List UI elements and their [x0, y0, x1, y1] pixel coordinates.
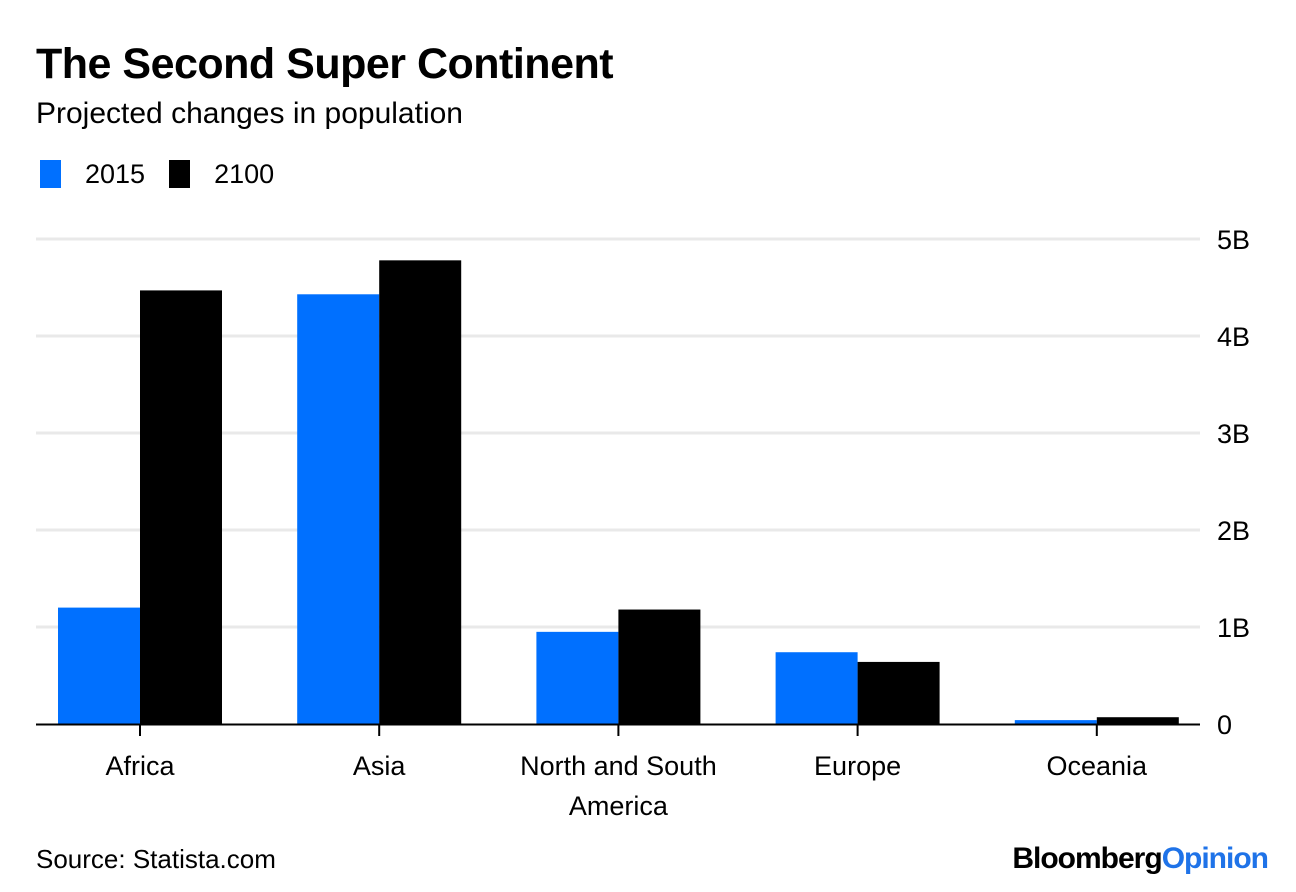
bar-europe-2100	[857, 661, 940, 724]
y-tick-label: 1B	[1217, 613, 1250, 643]
bar-oceania-2015	[1014, 720, 1097, 724]
bars	[58, 260, 1179, 724]
source-note: Source: Statista.com	[36, 844, 276, 874]
chart-title: The Second Super Continent	[36, 40, 614, 88]
x-axis-category-labels: Africa Asia North and South America Europe Oc…	[105, 751, 1148, 821]
bar-oceania-2100	[1096, 717, 1179, 724]
x-category-label: Oceania	[1047, 751, 1149, 781]
legend-label-2100: 2100	[214, 159, 275, 189]
x-category-label: America	[569, 791, 669, 821]
legend-item-2015: 2015	[40, 158, 145, 190]
x-axis	[36, 723, 1200, 736]
y-tick-label: 4B	[1217, 322, 1250, 352]
y-axis-tick-labels: 0 1B 2B 3B 4B 5B	[1217, 225, 1250, 740]
bar-europe-2015	[775, 652, 858, 724]
legend-item-2100: 2100	[169, 158, 274, 190]
y-tick-label: 5B	[1217, 225, 1250, 255]
y-tick-label: 0	[1217, 710, 1232, 740]
legend-label-2015: 2015	[85, 159, 146, 189]
x-category-label: Asia	[353, 751, 407, 781]
gridlines	[36, 237, 1200, 629]
x-category-label: North and South	[520, 751, 717, 781]
brand-accent: Opinion	[1161, 842, 1269, 875]
bloomberg-opinion-logo: BloombergOpinion	[1012, 841, 1269, 877]
bar-north-and-south-america-2100	[618, 609, 701, 724]
x-category-label: Europe	[814, 751, 901, 781]
legend-swatch-2015	[40, 160, 61, 188]
bar-asia-2100	[379, 260, 462, 724]
legend: 2015 2100	[40, 158, 298, 190]
bar-asia-2015	[297, 294, 380, 724]
chart-subtitle: Projected changes in population	[36, 97, 463, 130]
y-tick-label: 3B	[1217, 419, 1250, 449]
bar-north-and-south-america-2015	[536, 631, 619, 724]
legend-swatch-2100	[169, 160, 191, 188]
x-category-label: Africa	[105, 751, 175, 781]
bar-africa-2100	[140, 290, 222, 724]
brand-main: Bloomberg	[1012, 842, 1162, 875]
bar-africa-2015	[58, 607, 140, 724]
y-tick-label: 2B	[1217, 516, 1250, 546]
